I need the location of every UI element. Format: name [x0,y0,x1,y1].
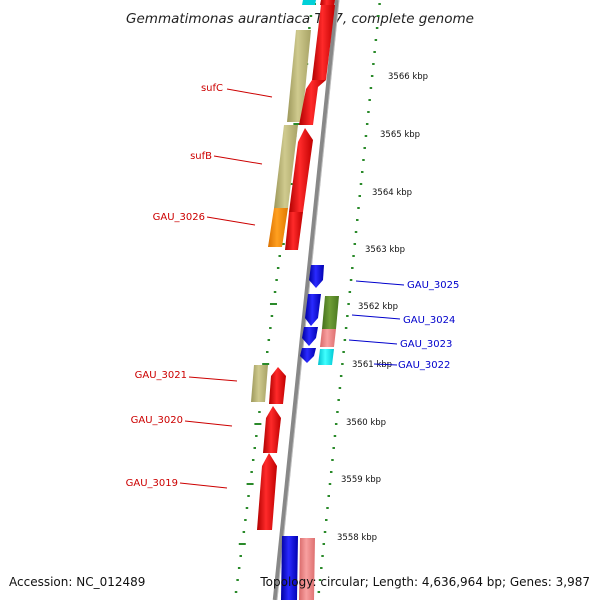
scale-label-3559: 3559 kbp [341,475,381,485]
gene-label-sufC[interactable]: sufC [201,83,223,94]
scale-label-3564: 3564 kbp [372,188,412,198]
scale-label-3558: 3558 kbp [337,533,377,543]
scale-label-3562: 3562 kbp [358,302,398,312]
gene-label-GAU_3020[interactable]: GAU_3020 [131,415,183,426]
gene-sufB[interactable] [274,125,313,212]
gene-GAU_3023[interactable] [302,327,336,347]
gene-label-GAU_3025[interactable]: GAU_3025 [407,280,459,291]
accession-label: Accession: NC_012489 [9,575,146,589]
gene-label-GAU_3023[interactable]: GAU_3023 [400,339,452,350]
gene-GAU_3019[interactable] [257,453,277,530]
gene-GAU_3024[interactable] [305,294,339,329]
gene-GAU_3020[interactable] [263,406,281,453]
scale-label-3560: 3560 kbp [346,418,386,428]
scale-label-3563: 3563 kbp [365,245,405,255]
gene-label-GAU_3021[interactable]: GAU_3021 [135,370,187,381]
scale-label-3565: 3565 kbp [380,130,420,140]
gene-label-sufB[interactable]: sufB [190,151,212,162]
gene-label-GAU_3026[interactable]: GAU_3026 [153,212,205,223]
gene-label-GAU_3019[interactable]: GAU_3019 [126,478,178,489]
gene-GAU_3026[interactable] [268,208,303,250]
gene-label-GAU_3022[interactable]: GAU_3022 [398,360,450,371]
gene-GAU_3022[interactable] [300,348,334,365]
genome-summary: Topology: circular; Length: 4,636,964 bp… [260,575,590,589]
gene-label-GAU_3024[interactable]: GAU_3024 [403,315,455,326]
reverse-strand-genes [300,265,339,365]
gene-bottom-partial-forward[interactable] [281,536,315,600]
gene-labels-right: GAU_3025 GAU_3024 GAU_3023 GAU_3022 [348,280,459,371]
scale-label-3561: 3561 kbp [352,360,392,370]
gene-sufC[interactable] [287,5,335,125]
scale-label-3566: 3566 kbp [388,72,428,82]
gene-GAU_3021[interactable] [251,365,286,404]
gene-GAU_3025[interactable] [309,265,324,288]
map-title: Gemmatimonas aurantiaca T-27, complete g… [126,11,474,27]
gene-top-partial[interactable] [302,0,335,5]
gene-labels-left: sufC sufB GAU_3026 GAU_3021 GAU_3020 GAU… [126,83,273,489]
scale-labels: 3566 kbp 3565 kbp 3564 kbp 3563 kbp 3562… [337,72,428,543]
forward-strand-genes [251,0,335,600]
